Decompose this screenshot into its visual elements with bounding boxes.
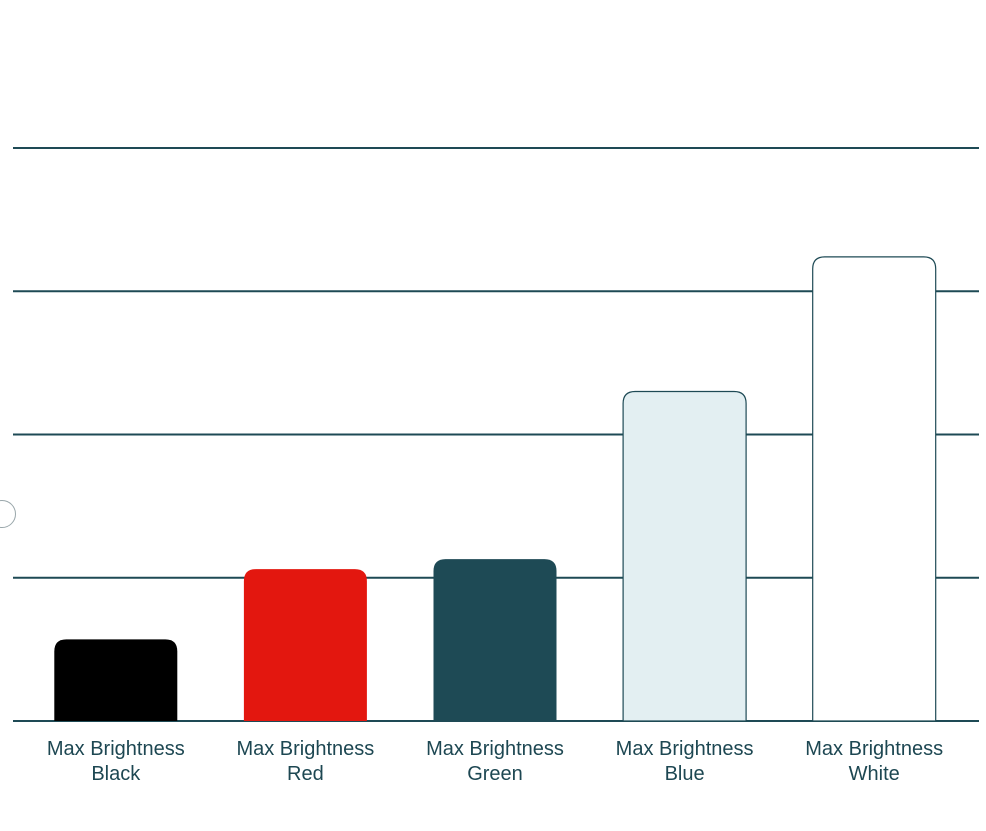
bar-blue (622, 390, 747, 722)
bar-white (812, 256, 937, 722)
category-label-blue: Max Brightness Blue (616, 738, 754, 785)
category-label-white: Max Brightness White (805, 738, 943, 785)
bar-green (433, 559, 557, 721)
category-labels: Max Brightness Black Max Brightness Red Max … (47, 738, 943, 785)
bar-red (243, 569, 367, 721)
category-label-black: Max Brightness Black (47, 738, 185, 785)
category-label-red: Max Brightness Red (236, 738, 374, 785)
bar-black (54, 639, 178, 721)
bars (54, 256, 937, 722)
category-label-green: Max Brightness Green (426, 738, 564, 785)
